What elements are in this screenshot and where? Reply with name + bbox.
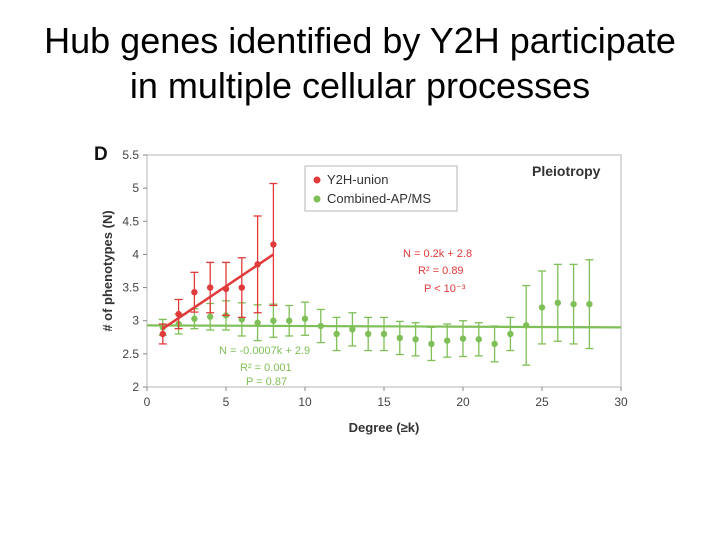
ap-data-point: [191, 315, 198, 322]
ap-data-point: [570, 300, 577, 308]
ap-fit-equation: N = -0.0007k + 2.9: [219, 345, 310, 357]
pleiotropy-annotation: Pleiotropy: [532, 163, 601, 179]
ap-data-point: [507, 330, 514, 338]
ap-data-point: [301, 315, 309, 322]
ap-data-point: [270, 317, 277, 324]
x-tick-label: 0: [144, 395, 151, 409]
ap-r2: R² = 0.001: [240, 362, 292, 374]
x-tick-label: 25: [535, 395, 549, 409]
y-tick-label: 3: [132, 314, 139, 328]
y-tick-label: 4: [132, 247, 139, 261]
y2h-fit-line: [162, 253, 275, 330]
legend-label-ap: Combined-AP/MS: [327, 191, 431, 206]
ap-data-point: [412, 336, 419, 343]
y2h-r2: R² = 0.89: [418, 265, 464, 277]
ap-data-point: [207, 313, 214, 320]
ap-data-point: [396, 334, 403, 342]
ap-data-point: [286, 317, 293, 324]
ap-p-value: P = 0.87: [246, 376, 287, 388]
x-tick-label: 20: [456, 395, 470, 409]
panel-label: D: [94, 144, 108, 165]
ap-data-point: [365, 330, 372, 338]
ap-data-point: [538, 304, 546, 311]
y2h-data-point: [254, 261, 261, 268]
y-tick-label: 3.5: [122, 281, 139, 295]
x-tick-label: 30: [614, 395, 628, 409]
legend-marker-ap: [313, 195, 321, 203]
y2h-data-point: [207, 284, 214, 291]
y2h-data-point: [270, 241, 277, 248]
y-tick-label: 2: [132, 380, 139, 394]
x-tick-label: 10: [298, 395, 312, 409]
ap-data-point: [254, 319, 261, 326]
ap-data-point: [475, 336, 482, 343]
ap-data-point: [554, 299, 561, 307]
ap-data-point: [586, 300, 593, 308]
y2h-data-point: [238, 284, 245, 291]
x-tick-label: 15: [377, 395, 391, 409]
slide-title-line-1: Hub genes identified by Y2H participate: [44, 20, 676, 61]
y-tick-label: 5: [132, 181, 139, 195]
ap-data-point: [317, 322, 324, 330]
y2h-data-point: [191, 289, 198, 296]
y2h-data-point: [175, 310, 182, 318]
ap-data-point: [444, 337, 451, 344]
slide-title: Hub genes identified by Y2H participate …: [0, 18, 720, 108]
y2h-p-value: P < 10⁻³: [424, 283, 466, 295]
legend: Y2H-union Combined-AP/MS: [304, 165, 458, 212]
ap-data-point: [380, 330, 388, 338]
y2h-fit-stats: N = 0.2k + 2.8 R² = 0.89 P < 10⁻³: [403, 248, 472, 295]
ap-fit-stats: N = -0.0007k + 2.9 R² = 0.001 P = 0.87: [219, 345, 310, 388]
y-tick-label: 5.5: [122, 148, 139, 162]
y2h-data-point: [222, 285, 230, 293]
legend-marker-y2h: [313, 176, 321, 184]
ap-data-point: [333, 330, 340, 338]
legend-box: [304, 165, 458, 212]
x-axis-title: Degree (≥k): [349, 420, 420, 435]
y2h-fit-equation: N = 0.2k + 2.8: [403, 248, 472, 260]
slide-title-line-2: in multiple cellular processes: [129, 65, 591, 106]
y-axis-title: # of phenotypes (N): [100, 210, 115, 331]
legend-label-y2h: Y2H-union: [327, 172, 388, 187]
ap-data-point: [349, 326, 356, 333]
y2h-data-point: [159, 330, 166, 338]
ap-data-point: [491, 340, 498, 348]
ap-data-point: [523, 322, 530, 329]
y-tick-label: 4.5: [122, 214, 139, 228]
ap-data-point: [428, 340, 435, 348]
ap-data-point: [459, 335, 467, 342]
y-tick-label: 2.5: [122, 347, 139, 361]
x-tick-label: 5: [223, 395, 230, 409]
